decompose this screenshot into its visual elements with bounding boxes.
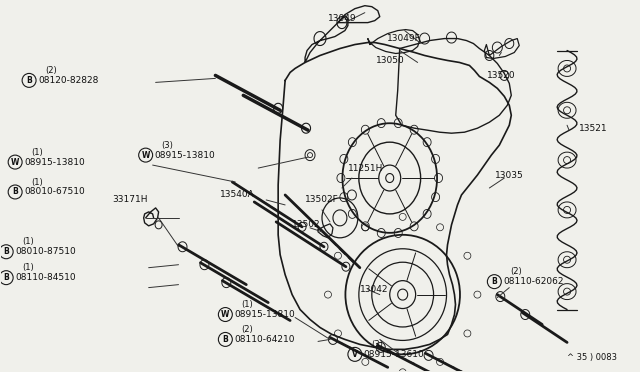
Text: 13049: 13049 (328, 14, 356, 23)
Text: (3): (3) (161, 141, 173, 150)
Text: 08110-62062: 08110-62062 (503, 277, 564, 286)
Text: 13035: 13035 (495, 170, 524, 180)
Text: (2): (2) (510, 267, 522, 276)
Text: 13050: 13050 (376, 56, 404, 65)
Text: (1): (1) (22, 263, 34, 272)
Text: B: B (26, 76, 32, 85)
Text: 13049F: 13049F (387, 34, 420, 43)
Text: 13521: 13521 (579, 124, 607, 133)
Text: (3): (3) (371, 340, 383, 349)
Text: W: W (11, 158, 19, 167)
Text: W: W (221, 310, 230, 319)
Text: (1): (1) (31, 148, 43, 157)
Text: 08915-13610: 08915-13610 (364, 350, 424, 359)
Text: 08110-64210: 08110-64210 (234, 335, 295, 344)
Text: 11251H: 11251H (348, 164, 383, 173)
Text: B: B (223, 335, 228, 344)
Text: 08915-13810: 08915-13810 (24, 158, 85, 167)
Text: 08010-87510: 08010-87510 (15, 247, 76, 256)
Text: 13042: 13042 (360, 285, 388, 294)
Text: (1): (1) (22, 237, 34, 246)
Text: (2): (2) (45, 66, 57, 75)
Text: 08120-82828: 08120-82828 (38, 76, 99, 85)
Text: V: V (352, 350, 358, 359)
Text: 13520: 13520 (488, 71, 516, 80)
Text: B: B (3, 247, 9, 256)
Text: 13540A: 13540A (220, 190, 255, 199)
Text: 08010-67510: 08010-67510 (24, 187, 85, 196)
Text: 33171H: 33171H (113, 195, 148, 205)
Text: B: B (3, 273, 9, 282)
Text: 08915-13810: 08915-13810 (155, 151, 216, 160)
Text: 08915-13810: 08915-13810 (234, 310, 295, 319)
Text: 13502F: 13502F (305, 195, 339, 205)
Text: (1): (1) (31, 177, 43, 186)
Text: 13502: 13502 (292, 220, 321, 230)
Text: 08110-84510: 08110-84510 (15, 273, 76, 282)
Text: ^ 35 ) 0083: ^ 35 ) 0083 (567, 353, 617, 362)
Text: W: W (141, 151, 150, 160)
Text: B: B (12, 187, 18, 196)
Text: (1): (1) (241, 300, 253, 309)
Text: (2): (2) (241, 325, 253, 334)
Text: B: B (492, 277, 497, 286)
